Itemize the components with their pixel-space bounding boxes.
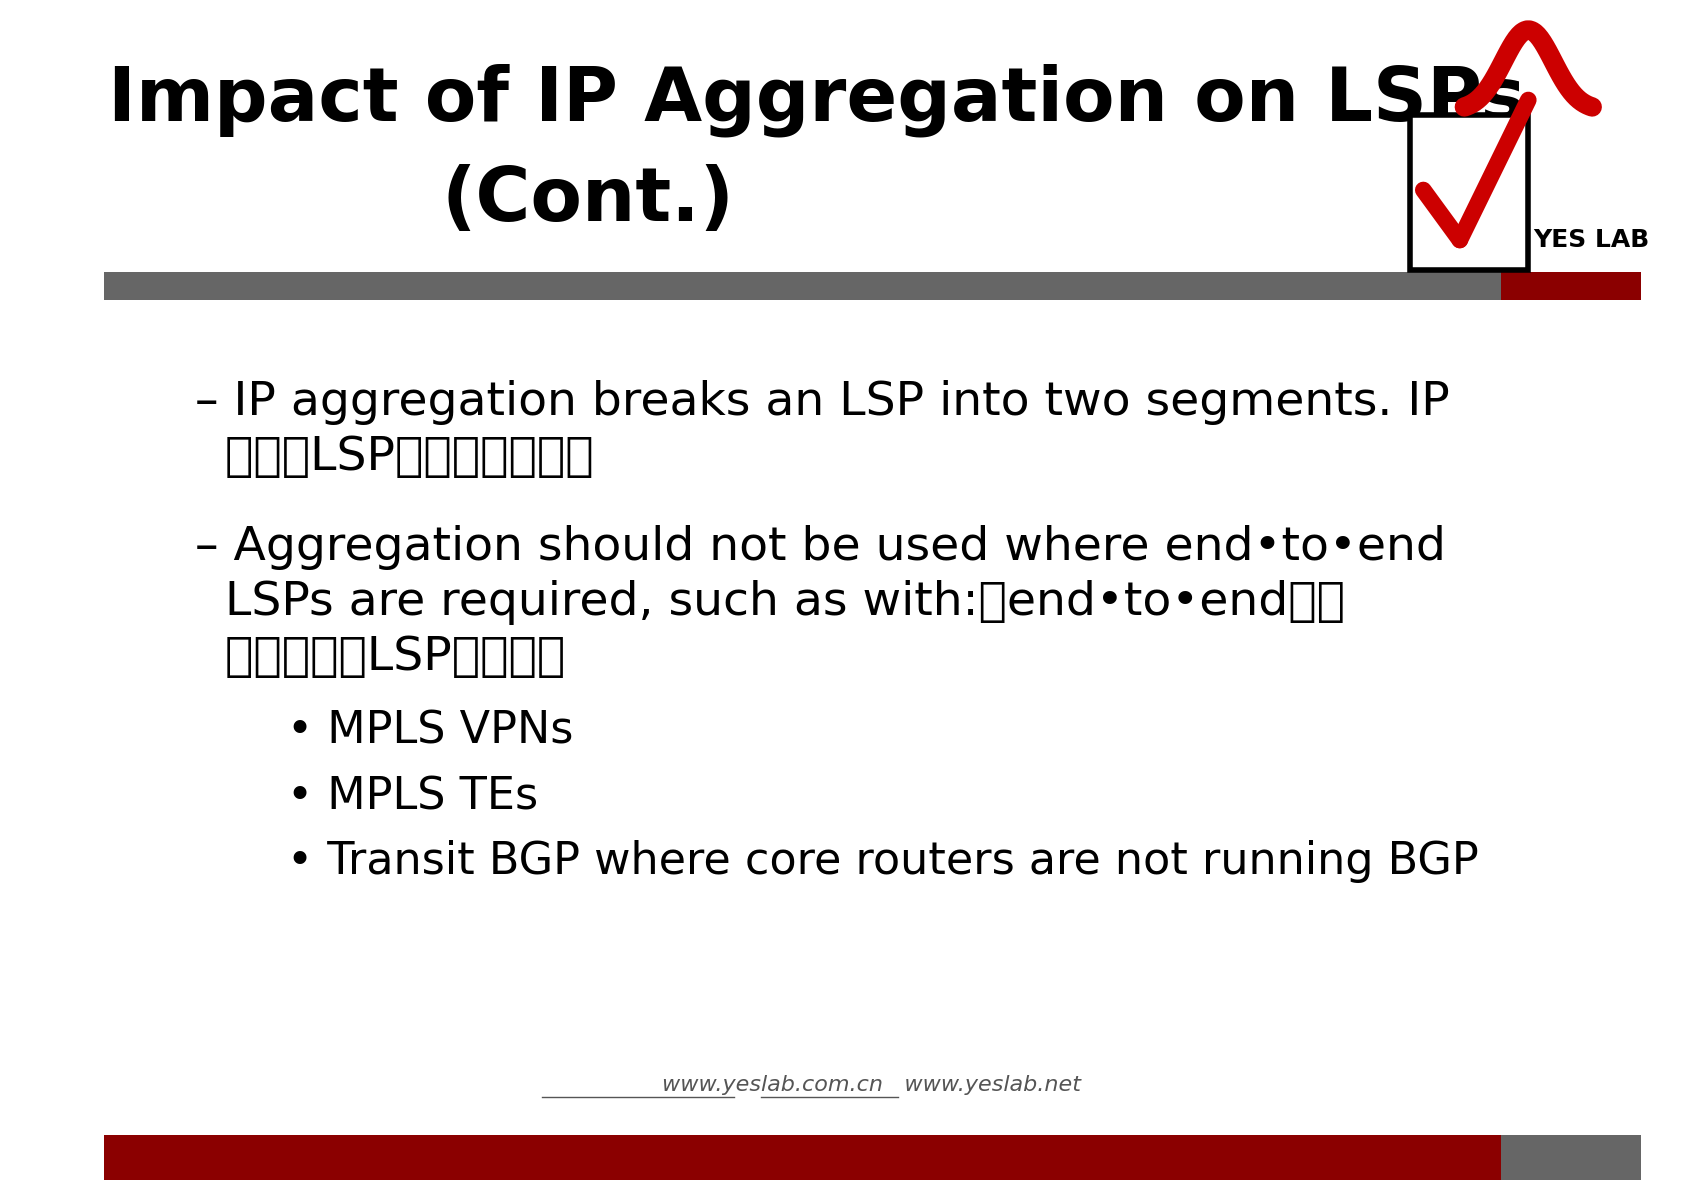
Text: YES LAB: YES LAB — [1532, 228, 1648, 252]
FancyBboxPatch shape — [1410, 115, 1527, 270]
Text: Impact of IP Aggregation on LSPs: Impact of IP Aggregation on LSPs — [108, 63, 1524, 137]
Bar — [1500, 1135, 1640, 1180]
Text: (Cont.): (Cont.) — [441, 163, 733, 237]
Text: • MPLS VPNs: • MPLS VPNs — [286, 710, 574, 753]
Text: • MPLS TEs: • MPLS TEs — [286, 775, 538, 818]
Text: – IP aggregation breaks an LSP into two segments. IP: – IP aggregation breaks an LSP into two … — [195, 380, 1450, 425]
Bar — [104, 1135, 1500, 1180]
Text: 应使用聚合LSP是必需的: 应使用聚合LSP是必需的 — [195, 635, 565, 679]
Bar — [1500, 273, 1640, 300]
Bar — [104, 273, 1500, 300]
Text: www.yeslab.com.cn   www.yeslab.net: www.yeslab.com.cn www.yeslab.net — [663, 1075, 1082, 1095]
Text: • Transit BGP where core routers are not running BGP: • Transit BGP where core routers are not… — [286, 840, 1477, 883]
Text: LSPs are required, such as with:在end•to•end时不: LSPs are required, such as with:在end•to•… — [195, 580, 1344, 625]
Text: – Aggregation should not be used where end•to•end: – Aggregation should not be used where e… — [195, 525, 1445, 570]
Text: 聚合将LSP分解成两个段。: 聚合将LSP分解成两个段。 — [195, 436, 594, 480]
